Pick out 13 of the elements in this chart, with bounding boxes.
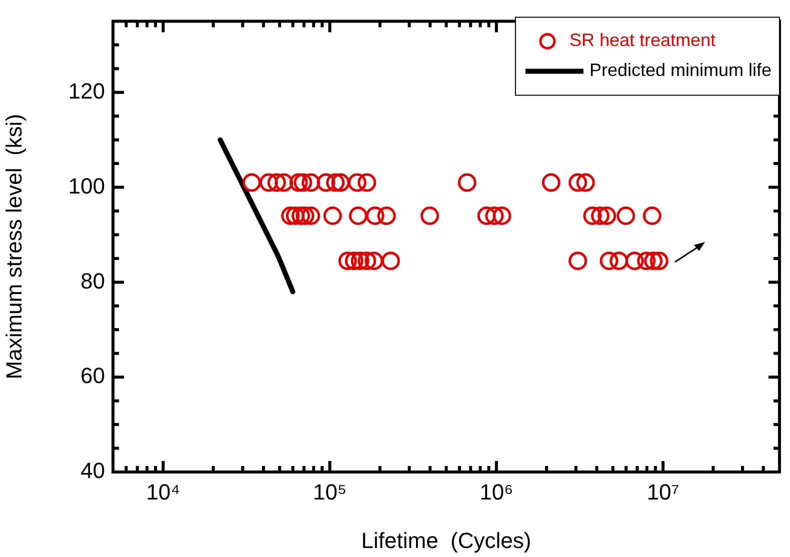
y-tick-label: 60 (80, 363, 105, 388)
x-tick-label: 10⁵ (312, 479, 347, 504)
x-tick-label: 10⁴ (146, 479, 180, 504)
y-tick-label: 100 (68, 173, 105, 198)
y-tick-label: 80 (80, 268, 105, 294)
y-axis-title: Maximum stress level (ksi) (1, 114, 26, 380)
x-tick-label: 10⁶ (480, 479, 514, 504)
y-tick-label: 120 (68, 78, 105, 104)
x-tick-label: 10⁷ (646, 479, 680, 504)
x-axis-title: Lifetime (Cycles) (361, 528, 532, 553)
legend-label: Predicted minimum life (589, 60, 772, 80)
legend-label: SR heat treatment (569, 30, 716, 50)
y-tick-label: 40 (80, 458, 105, 484)
